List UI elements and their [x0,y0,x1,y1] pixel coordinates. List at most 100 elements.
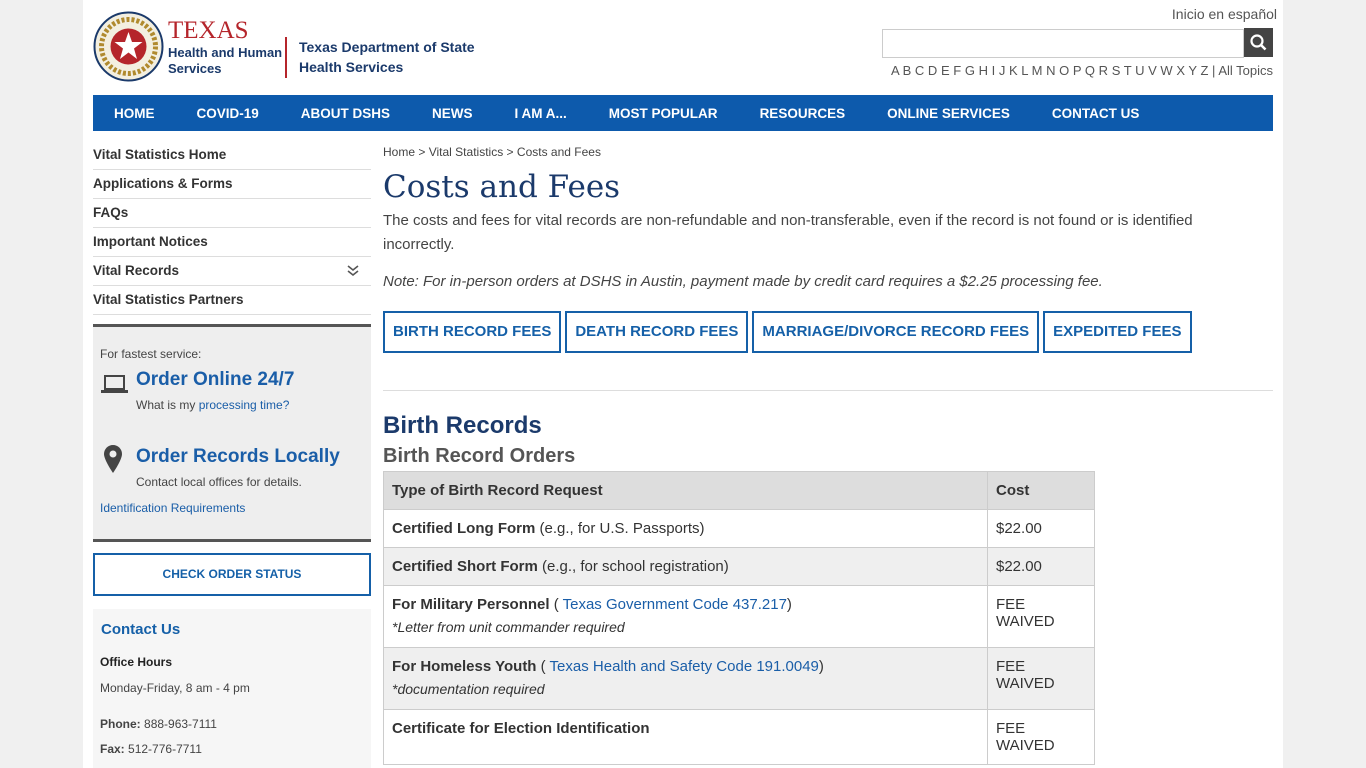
table-row: For Homeless Youth ( Texas Health and Sa… [383,647,1095,710]
az-letter[interactable]: M [1031,63,1043,78]
sidebar-nav: Vital Statistics Home Applications & Form… [93,141,371,315]
contact-title: Contact Us [101,621,181,638]
label: Phone: [100,717,141,731]
sidebar-link[interactable]: Vital Statistics Home [93,141,371,170]
text: What is my [136,398,196,412]
sidebar-link[interactable]: FAQs [93,199,371,228]
az-letter[interactable]: P [1072,63,1082,78]
az-letter[interactable]: A [891,63,899,78]
az-letter[interactable]: E [940,63,950,78]
id-requirements-link[interactable]: Identification Requirements [100,501,246,515]
az-letter[interactable]: Y [1188,63,1197,78]
spanish-link[interactable]: Inicio en español [1171,6,1277,22]
az-letter[interactable]: L [1021,63,1028,78]
table-row: Certified Short Form (e.g., for school r… [383,547,1095,586]
fee-tab[interactable]: EXPEDITED FEES [1043,311,1192,353]
breadcrumb-sep: > [418,145,426,159]
sidebar-link[interactable]: Vital Records [93,257,371,286]
divider [383,390,1273,391]
az-letter[interactable]: I [991,63,996,78]
az-letter[interactable]: J [998,63,1006,78]
request-detail: ) [786,596,792,613]
dept-name: Texas Department of State [299,39,475,55]
cost-cell: FEE WAIVED [987,585,1095,648]
request-detail: ( [536,658,550,675]
fee-tabs: BIRTH RECORD FEES DEATH RECORD FEES MARRIA… [383,311,1196,353]
az-letter[interactable]: F [953,63,962,78]
az-letter[interactable]: V [1148,63,1157,78]
az-letter[interactable]: K [1008,63,1018,78]
nav-item[interactable]: NEWS [432,105,473,121]
nav-item[interactable]: MOST POPULAR [608,105,718,121]
nav-item[interactable]: COVID-19 [196,105,259,121]
order-online-link[interactable]: Order Online 24/7 [136,369,295,390]
az-letter[interactable]: Q [1084,63,1096,78]
page-title: Costs and Fees [383,169,621,205]
table-row: For Military Personnel ( Texas Governmen… [383,585,1095,648]
table-row: Certified Long Form (e.g., for U.S. Pass… [383,509,1095,548]
az-letter[interactable]: G [964,63,975,78]
nav-item[interactable]: ABOUT DSHS [300,105,391,121]
breadcrumb-sep: > [506,145,514,159]
code-link[interactable]: Texas Government Code 437.217 [562,596,787,613]
hhs-logo [93,11,164,82]
az-letter[interactable]: R [1098,63,1109,78]
fee-tab[interactable]: BIRTH RECORD FEES [383,311,562,353]
az-letter[interactable]: O [1059,63,1070,78]
fee-tab[interactable]: DEATH RECORD FEES [565,311,749,353]
search-input[interactable] [882,29,1244,58]
processing-link[interactable]: processing time? [198,398,290,412]
location-icon [104,445,122,473]
phone: Phone: 888-963-7111 [100,717,217,731]
request-cell: For Homeless Youth ( Texas Health and Sa… [383,647,988,710]
sidebar-link[interactable]: Vital Statistics Partners [93,286,371,315]
az-letter[interactable]: C [914,63,925,78]
processing-text: What is my processing time? [136,398,289,412]
request-cell: Certificate for Election Identification [383,709,988,765]
az-letter[interactable]: U [1135,63,1145,78]
breadcrumb-item: Costs and Fees [516,145,601,159]
az-letter[interactable]: W [1160,63,1173,78]
nav-item[interactable]: CONTACT US [1051,105,1140,121]
request-detail: ( [549,596,563,613]
header-cell: Cost [987,471,1095,510]
request-label: Certificate for Election Identification [392,720,650,737]
breadcrumb-item[interactable]: Home [383,145,416,159]
nav-item[interactable]: I AM A... [514,105,567,121]
subsection-heading: Birth Record Orders [383,445,576,467]
fee-tab[interactable]: MARRIAGE/DIVORCE RECORD FEES [752,311,1040,353]
expand-icon[interactable] [347,265,359,277]
sidebar-link[interactable]: Important Notices [93,228,371,257]
cost-cell: FEE WAIVED [987,709,1095,765]
order-local-link[interactable]: Order Records Locally [136,446,340,467]
sidebar-link[interactable]: Applications & Forms [93,170,371,199]
logo-title: TEXAS [168,17,249,44]
nav-item[interactable]: ONLINE SERVICES [887,105,1010,121]
breadcrumb-item[interactable]: Vital Statistics [428,145,504,159]
search-button[interactable] [1244,28,1273,57]
check-status-button[interactable]: CHECK ORDER STATUS [93,553,371,596]
az-letter[interactable]: X [1176,63,1185,78]
az-letter[interactable]: T [1123,63,1132,78]
fee-note: Note: For in-person orders at DSHS in Au… [383,273,1103,290]
request-cell: Certified Short Form (e.g., for school r… [383,547,988,586]
az-letter[interactable]: S [1111,63,1121,78]
separator: | [1212,63,1216,78]
all-topics-link[interactable]: All Topics [1218,63,1273,78]
request-detail: ) [818,658,824,675]
az-letter[interactable]: B [902,63,912,78]
code-link[interactable]: Texas Health and Safety Code 191.0049 [549,658,819,675]
az-letter[interactable]: Z [1200,63,1209,78]
nav-item[interactable]: RESOURCES [759,105,846,121]
section-heading: Birth Records [383,412,542,439]
table-body: Certified Long Form (e.g., for U.S. Pass… [383,509,1095,765]
value: 888-963-7111 [144,717,217,731]
az-letter[interactable]: N [1046,63,1056,78]
nav-item[interactable]: HOME [114,105,155,121]
local-note: Contact local offices for details. [136,475,302,489]
label: Fax: [100,742,125,756]
cost-cell: FEE WAIVED [987,647,1095,710]
az-letter[interactable]: D [927,63,938,78]
az-letter[interactable]: H [978,63,988,78]
table-header: Type of Birth Record Request Cost [383,471,1095,510]
